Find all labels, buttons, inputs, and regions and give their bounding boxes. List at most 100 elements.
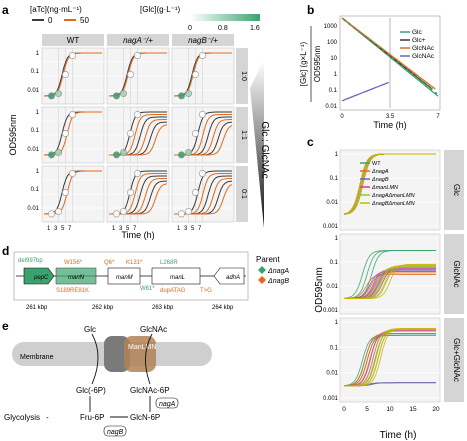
b-point (429, 88, 433, 91)
xtick-c2-1: 1 (112, 226, 116, 232)
panel-b: b [Glc] (g×L⁻¹) OD595nm 1000 100 10 1 0.… (299, 3, 440, 130)
xtick-c2-7: 7 (133, 226, 137, 232)
dash-glyph: - (46, 413, 49, 422)
panel-b-x-label: Time (h) (373, 120, 406, 130)
manlmn-label: ManLMN (128, 344, 156, 351)
gene-pepc (23, 267, 55, 285)
sample-point (127, 71, 135, 79)
b-legend-glc: Glc (412, 29, 423, 36)
sample-point (47, 210, 55, 218)
sample-point (127, 189, 135, 197)
b-legend-glcnac2: GlcNAc (412, 53, 435, 60)
facet-r1-c1 (41, 47, 105, 105)
b-legend-glcplus: Glc+ (412, 37, 426, 44)
sample-point (47, 151, 55, 159)
b-point (434, 92, 438, 95)
c-legend-naga: ΔnagA (371, 169, 389, 175)
ytick-r3-01: 0.1 (31, 187, 40, 193)
sample-point (185, 90, 193, 98)
sample-point (69, 51, 77, 59)
b-xtick-35: 3.5 (386, 114, 395, 120)
c-legend-wt: WT (372, 161, 381, 167)
sample-point (178, 92, 186, 100)
sample-point (127, 130, 135, 138)
b-xtick-0: 0 (340, 114, 344, 120)
sample-point (69, 110, 77, 118)
transporter-glc (104, 336, 130, 372)
mut-w61: W61* (140, 286, 155, 292)
gene-adha (213, 267, 245, 285)
arrow-glc-in (91, 333, 99, 385)
facet-r2-c2 (106, 106, 170, 164)
ytick-r3-1: 1 (36, 169, 40, 175)
b-xtick-7: 7 (436, 114, 440, 120)
c-ytick: 0.01 (326, 200, 338, 206)
glc-colorbar (190, 14, 260, 21)
b-point (357, 30, 361, 33)
b-point (362, 34, 366, 37)
gene-label-manm: manM (116, 275, 133, 281)
kbp-261: 261 kbp (26, 305, 48, 311)
nagb-box (103, 425, 127, 437)
kbp-264: 264 kbp (212, 305, 234, 311)
kbp-263: 263 kbp (152, 305, 174, 311)
ytick-r1-001: 0.01 (27, 88, 39, 94)
c-growth-curve (344, 328, 436, 387)
xtick-c1-3: 3 (54, 226, 58, 232)
b-ytick-1: 1 (334, 72, 338, 78)
panel-a-facets (41, 47, 235, 223)
c-ytick: 0.1 (330, 345, 339, 351)
sample-point (134, 110, 142, 118)
facet-r2-c3 (171, 106, 235, 164)
c-strip-label-glcglcnac: Glc+GlcNAc (452, 338, 461, 382)
mut-tg: T>G (200, 288, 212, 294)
xtick-c1-7: 7 (68, 226, 72, 232)
gene-label-adha: adhA (226, 275, 240, 281)
b-ytick-10: 10 (330, 56, 337, 62)
row-header-2: 1:1 (240, 130, 247, 140)
c-xtick: 0 (342, 406, 346, 413)
arrow-glcnac-in (145, 333, 153, 385)
sample-point (199, 110, 207, 118)
b-point (367, 38, 370, 41)
ytick-r2-1: 1 (36, 110, 40, 116)
c-strip-glc (444, 150, 464, 230)
mut-w156: W156* (64, 260, 83, 266)
b-point (391, 57, 394, 60)
panel-b-series (341, 17, 439, 108)
parent-nagb: ΔnagB (267, 278, 289, 285)
b-point (405, 68, 409, 72)
panel-b-xticks: 0 3.5 7 (340, 114, 440, 120)
gene-manl (151, 267, 201, 285)
c-ytick: 0.001 (323, 224, 339, 230)
naga-label: nagA (159, 401, 176, 408)
panel-a-label: a (2, 3, 9, 17)
sample-point (192, 130, 200, 138)
c-strip-glcnac (444, 234, 464, 314)
row-header-1: 1:0 (240, 71, 247, 81)
b-ytick-01: 0.1 (329, 88, 338, 94)
sample-point (199, 169, 207, 177)
sample-point (134, 51, 142, 59)
row-strip-3 (236, 166, 248, 222)
panel-d-label: d (2, 244, 9, 258)
sample-point (192, 189, 200, 197)
c-strip-glcglcnac (444, 318, 464, 402)
c-legend-manlmn: ΔmanLMN (371, 185, 398, 191)
c-xtick: 20 (432, 406, 440, 413)
c-strip-label-glc: Glc (452, 184, 461, 196)
sample-point (185, 208, 193, 216)
sample-point (47, 92, 55, 100)
panel-b-y-label-top: [Glc] (g×L⁻¹) (299, 41, 308, 86)
b-point (381, 49, 385, 53)
b-ytick-100: 100 (327, 40, 338, 46)
b-ytick-1000: 1000 (324, 24, 338, 30)
c-growth-curve (344, 263, 436, 299)
c-facet-2: 1 0.1 0.01 0.001 (323, 233, 441, 315)
sample-point (54, 149, 62, 157)
glc6p-label: Glc(-6P) (76, 386, 106, 395)
ytick-r2-01: 0.1 (31, 128, 40, 134)
c-growth-curve (343, 153, 436, 215)
b-point (425, 84, 428, 87)
